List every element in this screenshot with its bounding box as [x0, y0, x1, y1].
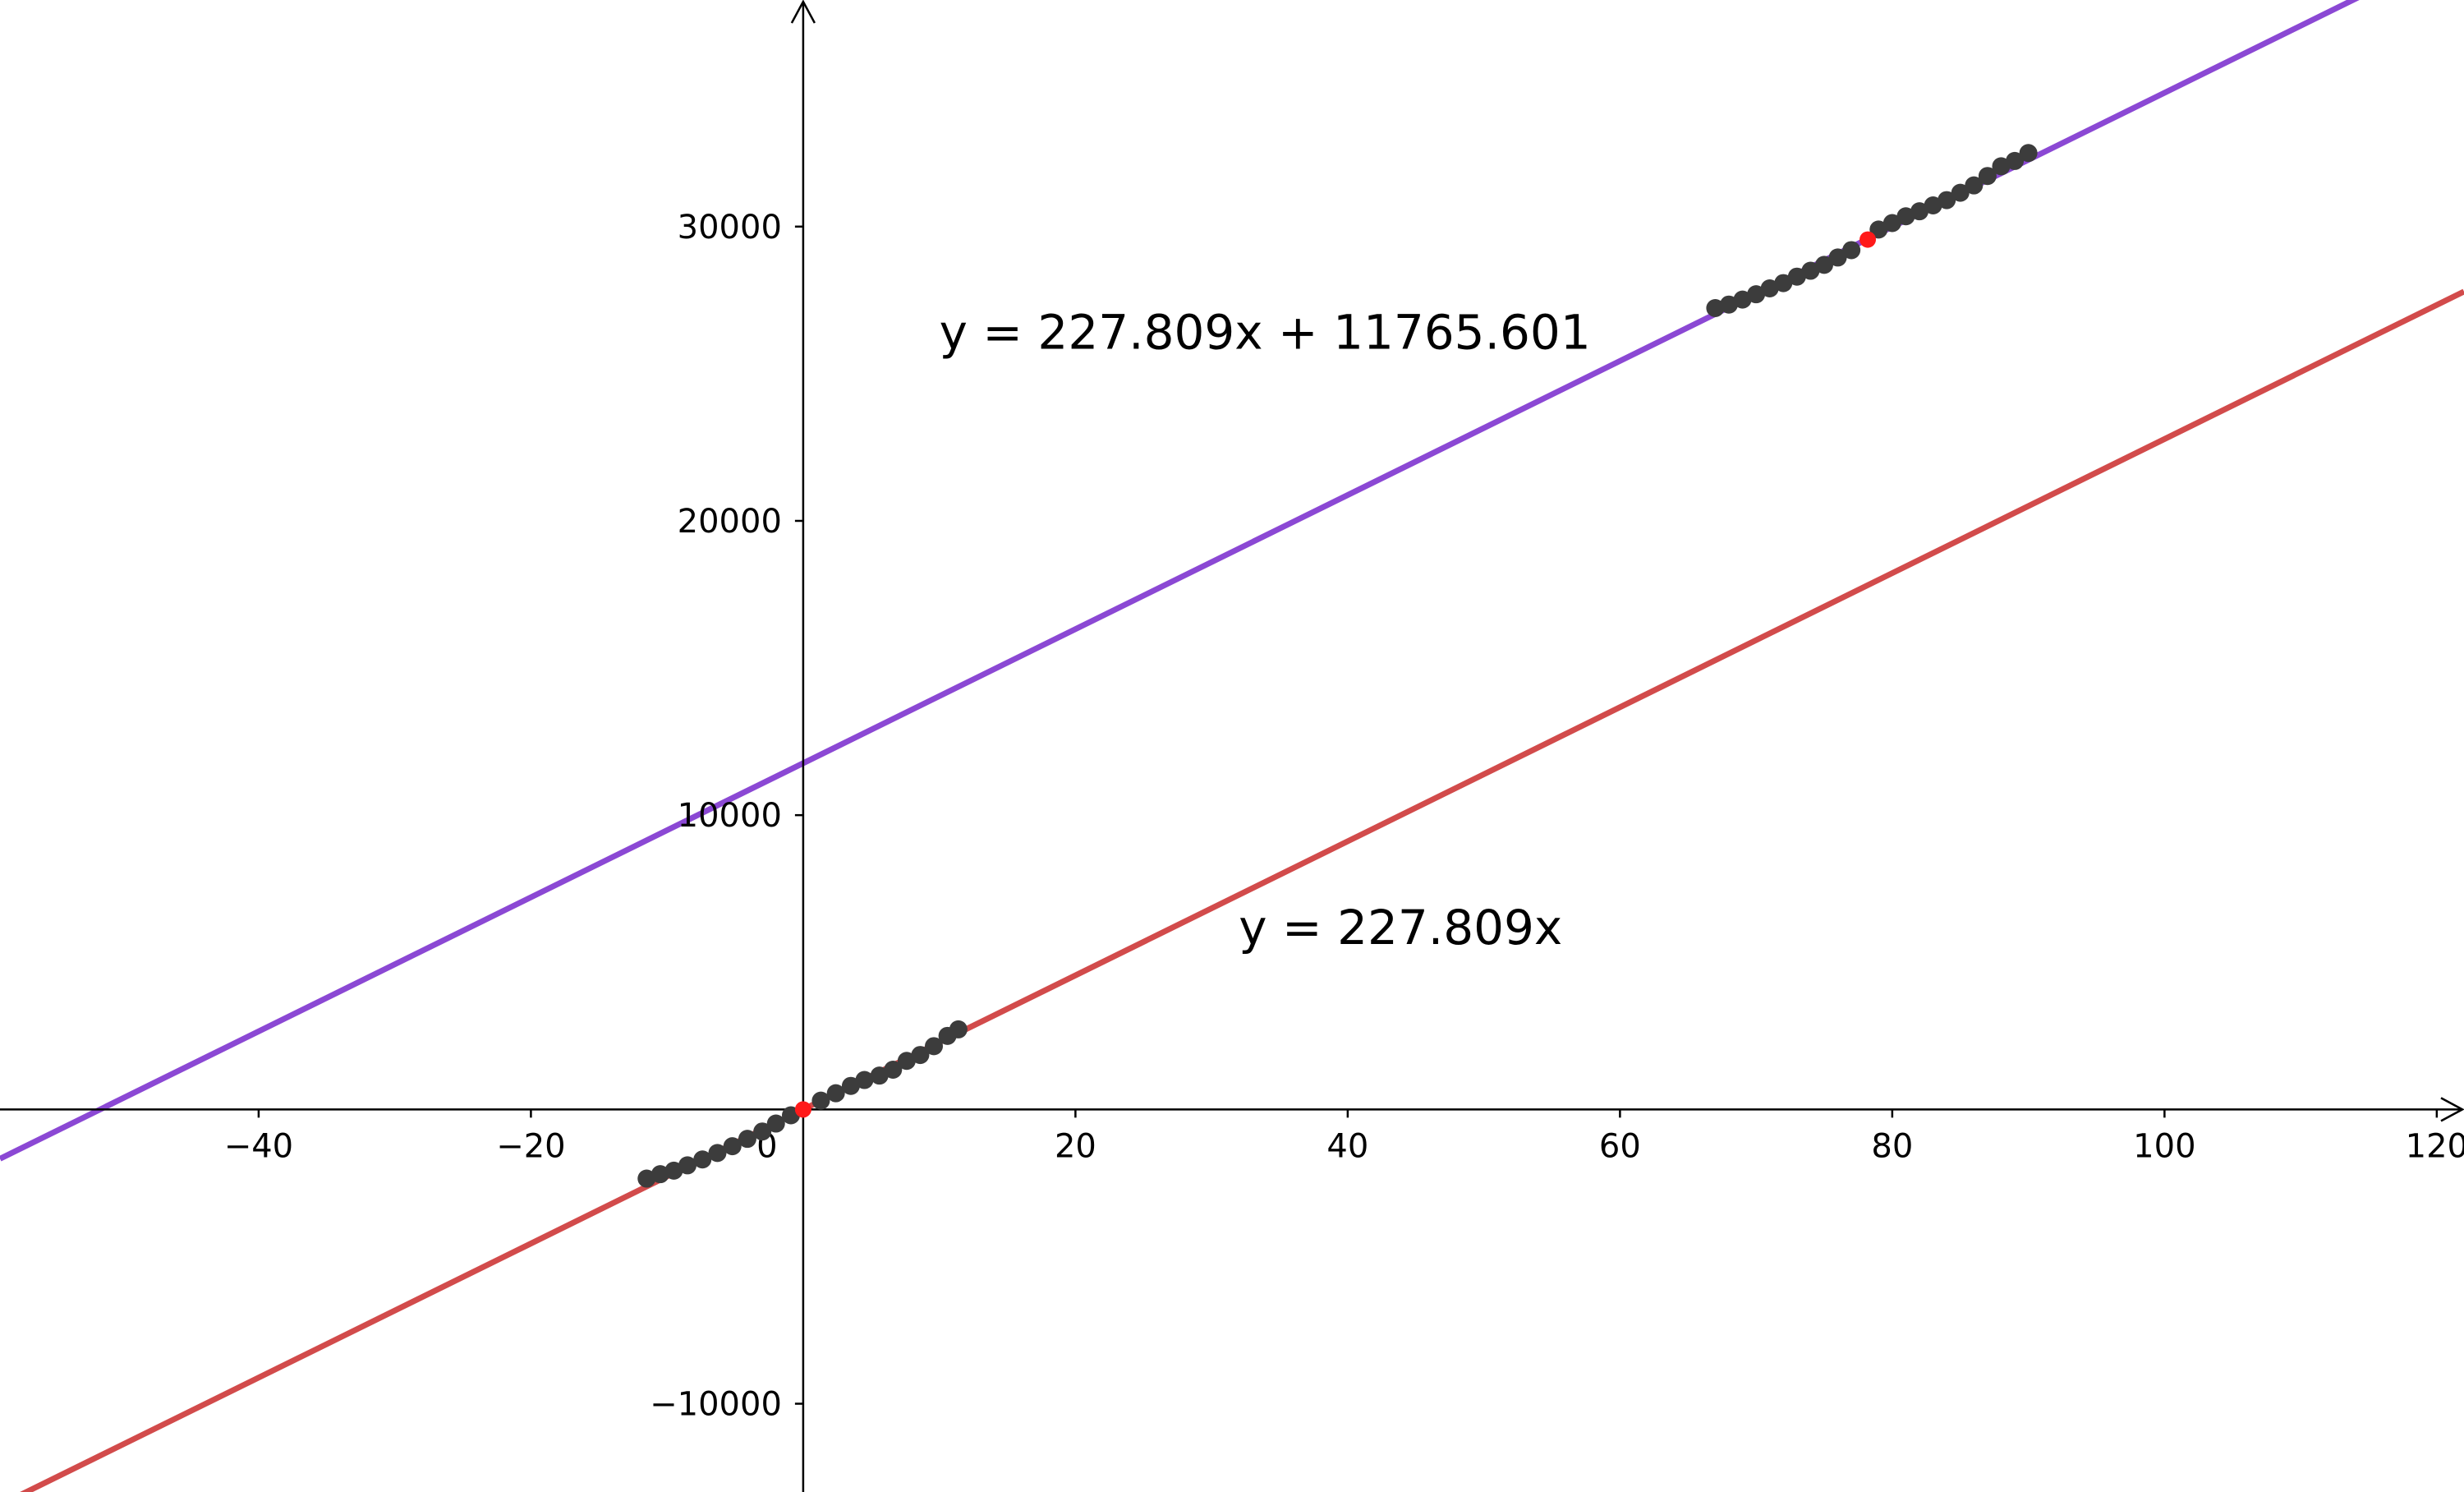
y-tick-label: 20000 [678, 503, 782, 541]
equation-labels: y = 227.809x + 11765.601 y = 227.809x [940, 304, 1591, 956]
highlight-point [1859, 231, 1877, 248]
tick-labels: −40 −20 0 20 40 60 80 100 120−100001000020000300… [224, 209, 2464, 1424]
data-point [1882, 214, 1901, 233]
data-point [2006, 151, 2025, 170]
data-point [637, 1169, 656, 1188]
data-point [1842, 241, 1861, 260]
x-tick-label: 80 [1871, 1127, 1913, 1165]
data-point [708, 1144, 727, 1163]
highlight-point [794, 1101, 811, 1118]
data-point [1787, 267, 1806, 286]
equation-label-0: y = 227.809x + 11765.601 [940, 304, 1591, 360]
x-axis-arrow [2440, 1097, 2464, 1122]
data-point [826, 1084, 845, 1103]
data-point [693, 1150, 712, 1169]
data-point [884, 1061, 903, 1080]
x-tick-label: 60 [1599, 1127, 1641, 1165]
data-point [1924, 196, 1942, 215]
data-point [897, 1052, 916, 1071]
data-point [650, 1165, 669, 1184]
y-tick-label: 30000 [678, 209, 782, 246]
data-point [911, 1046, 930, 1065]
data-point [1910, 202, 1929, 221]
data-point [1951, 183, 1970, 202]
data-point [1869, 220, 1888, 239]
data-point [1938, 191, 1956, 210]
data-point [855, 1071, 874, 1089]
data-point [1719, 295, 1738, 314]
data-points [637, 144, 2038, 1188]
y-tick-label: 10000 [678, 797, 782, 835]
x-tick-label: 120 [2406, 1127, 2464, 1165]
data-point [2019, 144, 2038, 163]
data-point [1992, 157, 2011, 176]
series-line-0 [0, 0, 2360, 1162]
equation-label-1: y = 227.809x [1239, 900, 1562, 956]
data-point [1896, 207, 1915, 226]
data-point [1814, 256, 1833, 274]
x-tick-label: −40 [224, 1127, 293, 1165]
data-point [1774, 274, 1793, 292]
data-point [678, 1156, 697, 1175]
data-point [949, 1020, 968, 1038]
data-point [1760, 279, 1779, 298]
data-point [1965, 176, 1984, 195]
data-point [841, 1076, 860, 1095]
data-point [925, 1037, 944, 1056]
x-tick-label: 20 [1055, 1127, 1096, 1165]
data-point [1801, 261, 1820, 280]
data-point [1706, 299, 1725, 318]
series-line-1 [20, 288, 2464, 1492]
x-tick-label: 40 [1326, 1127, 1368, 1165]
x-tick-label: 100 [2133, 1127, 2195, 1165]
y-axis-arrow [790, 0, 816, 24]
data-point [1733, 290, 1752, 309]
data-point [738, 1130, 756, 1149]
y-tick-label: −10000 [650, 1386, 782, 1424]
data-point [870, 1066, 889, 1085]
data-point [664, 1161, 683, 1180]
data-point [1978, 167, 1997, 186]
data-point [723, 1137, 742, 1156]
data-point [1828, 248, 1847, 267]
data-point [811, 1091, 830, 1110]
data-point [1747, 285, 1766, 304]
data-point [753, 1122, 772, 1141]
data-point [766, 1114, 785, 1133]
x-tick-label: −20 [496, 1127, 565, 1165]
